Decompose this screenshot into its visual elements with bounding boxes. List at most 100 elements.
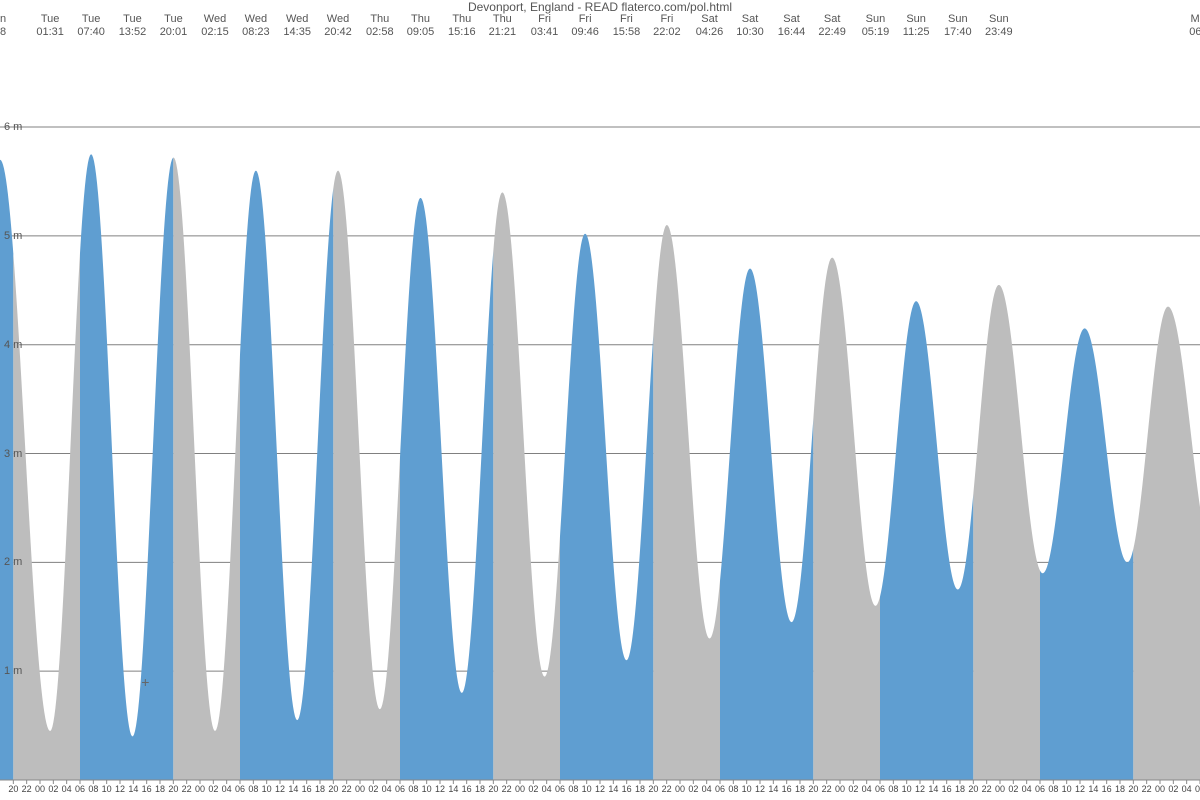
- x-tick-label: 04: [382, 784, 392, 794]
- x-tick-label: 22: [822, 784, 832, 794]
- x-tick-label: 02: [848, 784, 858, 794]
- x-tick-label: 06: [235, 784, 245, 794]
- x-tick-label: 04: [1182, 784, 1192, 794]
- x-tick-label: 08: [728, 784, 738, 794]
- x-tick-label: 20: [808, 784, 818, 794]
- y-tick-label: 3 m: [4, 448, 22, 460]
- top-label-time: 11:25: [903, 26, 930, 39]
- x-tick-label: 22: [662, 784, 672, 794]
- top-label: Fri03:41: [531, 13, 559, 39]
- top-label-day: Mor: [1189, 13, 1200, 26]
- x-tick-label: 10: [262, 784, 272, 794]
- top-label-time: 23:49: [985, 26, 1013, 39]
- top-label: Wed08:23: [242, 13, 270, 39]
- top-label-day: Tue: [119, 13, 147, 26]
- y-tick-label: 1 m: [4, 665, 22, 677]
- x-tick-label: 04: [702, 784, 712, 794]
- x-tick-label: 22: [502, 784, 512, 794]
- top-label: Sat04:26: [696, 13, 724, 39]
- top-label-time: 09:05: [407, 26, 435, 39]
- top-label-day: Sat: [818, 13, 846, 26]
- top-label-day: Tue: [77, 13, 105, 26]
- x-tick-label: 16: [302, 784, 312, 794]
- top-label: Thu15:16: [448, 13, 476, 39]
- top-label-time: 13:52: [119, 26, 147, 39]
- top-label-time: 16:44: [778, 26, 806, 39]
- top-label-time: 22:49: [818, 26, 846, 39]
- top-label-time: 18: [0, 26, 6, 39]
- x-tick-label: 02: [1168, 784, 1178, 794]
- top-label-time: 20:01: [160, 26, 188, 39]
- top-label-day: Fri: [653, 13, 681, 26]
- x-tick-label: 20: [8, 784, 18, 794]
- x-tick-label: 12: [115, 784, 125, 794]
- x-tick-label: 18: [635, 784, 645, 794]
- x-tick-label: 18: [795, 784, 805, 794]
- top-label: Sun11:25: [903, 13, 930, 39]
- top-label-day: Sun: [862, 13, 890, 26]
- tide-area-segment: [173, 158, 240, 780]
- top-label: Wed14:35: [283, 13, 311, 39]
- x-tick-label: 14: [608, 784, 618, 794]
- top-label-time: 07:40: [77, 26, 105, 39]
- tide-area-segment: [400, 198, 493, 780]
- x-tick-label: 14: [768, 784, 778, 794]
- top-label: Thu02:58: [366, 13, 394, 39]
- tide-area-segment: [1040, 328, 1133, 780]
- x-tick-label: 10: [742, 784, 752, 794]
- x-tick-label: 14: [928, 784, 938, 794]
- top-label-day: Thu: [448, 13, 476, 26]
- top-label-day: Tue: [160, 13, 188, 26]
- top-label-time: 21:21: [489, 26, 517, 39]
- x-tick-label: 18: [315, 784, 325, 794]
- x-tick-label: 16: [1102, 784, 1112, 794]
- x-tick-label: 04: [1022, 784, 1032, 794]
- x-tick-label: 06: [1035, 784, 1045, 794]
- x-tick-label: 20: [968, 784, 978, 794]
- tide-area-segment: [333, 171, 400, 780]
- x-tick-label: 06: [1195, 784, 1200, 794]
- top-label: Wed20:42: [324, 13, 352, 39]
- x-tick-label: 08: [568, 784, 578, 794]
- y-tick-label: 2 m: [4, 556, 22, 568]
- x-tick-label: 00: [35, 784, 45, 794]
- x-tick-label: 22: [22, 784, 32, 794]
- x-tick-label: 14: [1088, 784, 1098, 794]
- top-label: Tue20:01: [160, 13, 188, 39]
- x-tick-label: 16: [782, 784, 792, 794]
- top-label: Tue01:31: [36, 13, 64, 39]
- x-tick-label: 06: [875, 784, 885, 794]
- top-label-time: 08:23: [242, 26, 270, 39]
- x-tick-label: 10: [902, 784, 912, 794]
- x-tick-label: 06: [555, 784, 565, 794]
- top-label-day: Sun: [903, 13, 930, 26]
- y-tick-label: 5 m: [4, 230, 22, 242]
- x-tick-label: 06: [715, 784, 725, 794]
- tide-area-segment: [720, 269, 813, 780]
- x-tick-label: 22: [182, 784, 192, 794]
- top-label-time: 01:31: [36, 26, 64, 39]
- tide-area-segment: [80, 154, 173, 780]
- y-tick-label: 6 m: [4, 121, 22, 133]
- top-label-time: 02:58: [366, 26, 394, 39]
- top-label: Tue07:40: [77, 13, 105, 39]
- x-tick-label: 14: [448, 784, 458, 794]
- x-tick-label: 10: [582, 784, 592, 794]
- x-tick-label: 04: [62, 784, 72, 794]
- x-tick-label: 16: [622, 784, 632, 794]
- top-label-time: 09:46: [571, 26, 599, 39]
- x-tick-label: 14: [288, 784, 298, 794]
- tide-area-segment: [813, 258, 880, 780]
- x-tick-label: 02: [48, 784, 58, 794]
- x-tick-label: 02: [688, 784, 698, 794]
- x-tick-label: 02: [528, 784, 538, 794]
- top-label-day: Sat: [736, 13, 764, 26]
- x-tick-label: 18: [1115, 784, 1125, 794]
- x-tick-label: 16: [142, 784, 152, 794]
- x-tick-label: 12: [595, 784, 605, 794]
- top-label-day: Fri: [613, 13, 641, 26]
- x-tick-label: 20: [1128, 784, 1138, 794]
- x-tick-label: 00: [1155, 784, 1165, 794]
- top-label-time: 06:2: [1189, 26, 1200, 39]
- x-tick-label: 04: [862, 784, 872, 794]
